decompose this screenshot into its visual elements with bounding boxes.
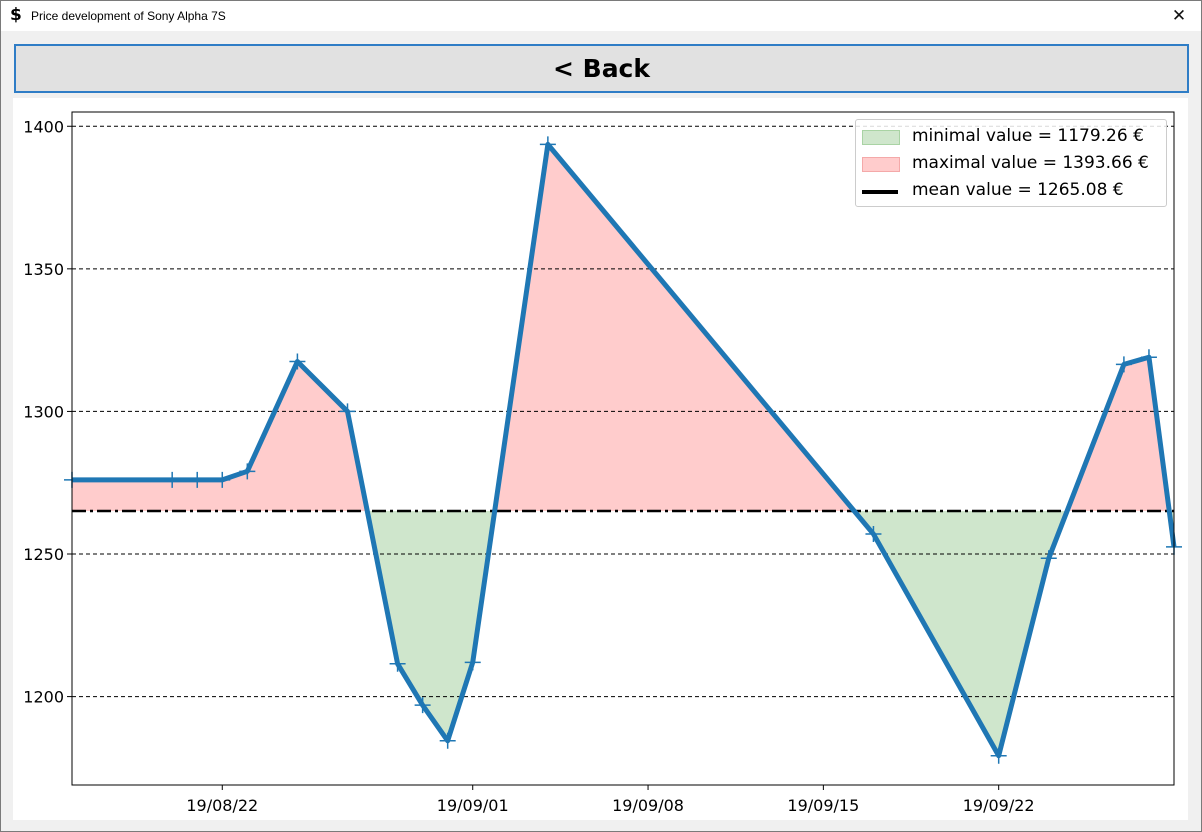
data-point-12 [865, 526, 882, 543]
above-mean-area-2 [1067, 357, 1170, 512]
legend-swatch-min [862, 130, 900, 145]
price-chart: 1200 1250 1300 1350 1400 19/08/22 19/09/01 19/0… [23, 111, 1182, 815]
back-button[interactable]: < Back [14, 44, 1189, 93]
y-tick-label-1400: 1400 [23, 117, 64, 136]
legend-item-min: minimal value = 1179.26 € [856, 124, 1166, 150]
chart-panel: 1200 1250 1300 1350 1400 19/08/22 19/09/01 19/0… [13, 98, 1188, 820]
data-point-11 [539, 136, 556, 153]
legend-item-mean: mean value = 1265.08 € [856, 178, 1166, 204]
above-mean-area-0 [72, 361, 368, 512]
data-point-1 [164, 471, 181, 488]
data-point-7 [389, 655, 406, 672]
data-point-9 [439, 732, 456, 749]
above-mean-area-1 [494, 144, 855, 512]
legend-label-max: maximal value = 1393.66 € [912, 153, 1149, 173]
data-point-6 [339, 403, 356, 420]
data-point-10 [464, 654, 481, 671]
x-tick-label-3: 19/09/15 [787, 796, 859, 815]
below-mean-area-1 [854, 511, 1068, 756]
legend-label-mean: mean value = 1265.08 € [912, 180, 1124, 200]
y-tick-label-1300: 1300 [23, 402, 64, 421]
data-point-15 [1115, 356, 1132, 373]
data-point-3 [214, 471, 231, 488]
window-title: Price development of Sony Alpha 7S [31, 9, 226, 23]
legend-item-max: maximal value = 1393.66 € [856, 151, 1166, 177]
y-tick-label-1200: 1200 [23, 688, 64, 707]
below-mean-area-0 [367, 511, 495, 741]
data-point-13 [990, 747, 1007, 764]
x-tick-label-2: 19/09/08 [612, 796, 684, 815]
data-point-5 [289, 353, 306, 370]
x-tick-label-0: 19/08/22 [186, 796, 258, 815]
data-point-16 [1140, 349, 1157, 366]
legend-swatch-max [862, 157, 900, 172]
data-point-4 [239, 463, 256, 480]
data-point-8 [414, 697, 431, 714]
plot-frame [71, 111, 1175, 786]
data-point-14 [1040, 550, 1057, 567]
legend-swatch-mean [862, 190, 898, 194]
close-icon: ✕ [1171, 6, 1187, 26]
y-tick-label-1250: 1250 [23, 545, 64, 564]
data-point-2 [189, 471, 206, 488]
x-tick-label-4: 19/09/22 [963, 796, 1035, 815]
y-tick-label-1350: 1350 [23, 260, 64, 279]
title-bar: $ Price development of Sony Alpha 7S ✕ [1, 1, 1201, 31]
chart-legend: minimal value = 1179.26 € maximal value … [855, 119, 1167, 207]
legend-label-min: minimal value = 1179.26 € [912, 126, 1144, 146]
close-button[interactable]: ✕ [1157, 1, 1201, 31]
dollar-icon: $ [10, 5, 22, 25]
x-tick-label-1: 19/09/01 [437, 796, 509, 815]
